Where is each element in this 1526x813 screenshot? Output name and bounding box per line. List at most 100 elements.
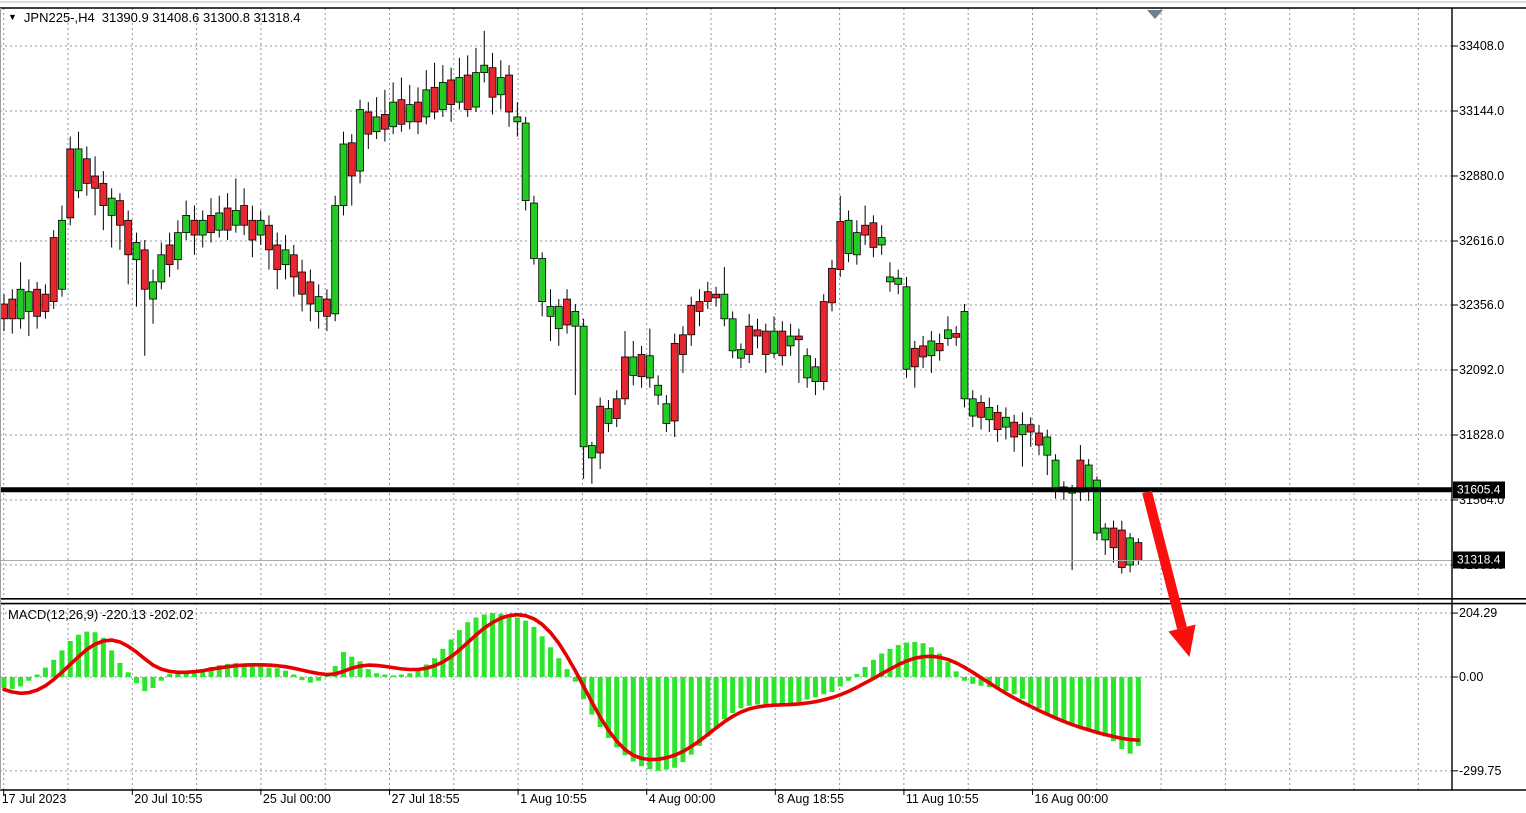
candle-bear [952, 333, 961, 338]
candle-bull [496, 77, 505, 96]
candle-bull [960, 311, 969, 400]
macd-histogram-bar [42, 667, 48, 677]
candle-bear [165, 244, 174, 266]
macd-histogram-bar [9, 677, 15, 689]
candle-bear [430, 86, 439, 113]
macd-histogram-bar [249, 665, 255, 677]
macd-histogram-bar [481, 614, 487, 677]
macd-histogram-bar [680, 677, 686, 763]
candle-bear [273, 244, 282, 270]
macd-histogram-bar [415, 670, 421, 677]
macd-histogram-bar [870, 659, 876, 677]
macd-histogram-bar [1, 677, 7, 688]
candle-bull [281, 249, 290, 266]
macd-histogram-bar [233, 662, 239, 677]
candle-bear [116, 200, 124, 226]
candle-bull [1084, 464, 1093, 491]
candle-bull [1093, 479, 1101, 534]
candle-bull [198, 219, 207, 236]
candle-bear [1134, 542, 1143, 561]
candle-bear [240, 205, 249, 226]
macd-histogram-bar [390, 675, 396, 677]
time-axis-label: 11 Aug 10:55 [905, 792, 979, 806]
macd-histogram-bar [1086, 677, 1092, 730]
macd-histogram-bar [175, 671, 181, 677]
trend-arrow-head[interactable] [1168, 624, 1196, 658]
candle-bear [8, 298, 17, 320]
macd-histogram-bar [340, 651, 346, 677]
indicator-axis-label: 204.29 [1459, 606, 1498, 621]
macd-histogram-bar [804, 677, 810, 700]
candle-bear [248, 219, 257, 241]
macd-histogram-bar [133, 677, 139, 684]
macd-histogram-bar [1077, 677, 1083, 728]
candle-bear [323, 298, 331, 317]
candle-bull [811, 366, 820, 382]
macd-histogram-bar [1003, 677, 1009, 692]
macd-histogram-bar [928, 647, 934, 677]
candle-bull [256, 219, 265, 236]
candle-bear [836, 221, 845, 270]
candle-bull [157, 254, 166, 283]
candle-bear [745, 325, 754, 355]
candle-bull [149, 281, 157, 300]
trend-arrow-shaft[interactable] [1142, 490, 1187, 630]
candle-bull [629, 356, 638, 376]
macd-signal-line [2, 612, 1141, 762]
macd-histogram-bar [1094, 677, 1100, 733]
candle-bull [24, 291, 33, 312]
candle-bear [488, 67, 497, 98]
macd-histogram-bar [614, 677, 620, 748]
candle-bear [993, 411, 1002, 430]
candle-bear [794, 335, 803, 341]
macd-histogram-bar [291, 674, 297, 677]
candle-bull [530, 202, 538, 259]
macd-histogram-bar [771, 677, 777, 704]
price-axis-label: 33144.0 [1459, 103, 1505, 118]
candle-bear [919, 345, 927, 358]
symbol-dropdown-icon[interactable]: ▼ [8, 12, 17, 22]
macd-histogram-bar [158, 677, 164, 681]
time-axis-label: 4 Aug 00:00 [648, 792, 716, 806]
chart-title: ▼ JPN225-,H4 31390.9 31408.6 31300.8 31318… [8, 10, 301, 25]
macd-histogram-bar [117, 662, 123, 677]
macd-histogram-bar [945, 661, 951, 677]
candle-bear [91, 175, 99, 189]
price-axis-label: 32092.0 [1459, 363, 1505, 377]
candle-bear [190, 219, 199, 236]
macd-histogram-bar [332, 666, 338, 677]
macd-histogram-bar [655, 677, 661, 771]
macd-histogram-bar [895, 645, 901, 677]
macd-histogram-bar [258, 666, 264, 677]
macd-histogram-bar [84, 631, 90, 677]
candle-bear [596, 405, 605, 454]
candle-bear [869, 222, 878, 248]
macd-histogram-bar [150, 677, 156, 688]
candle-bull [737, 349, 745, 359]
ohlc-quote-label: 31390.9 31408.6 31300.8 31318.4 [101, 10, 301, 25]
candle-bull [389, 101, 398, 128]
macd-histogram-bar [498, 613, 504, 677]
candle-bull [215, 212, 224, 231]
macd-histogram-bar [697, 677, 703, 746]
macd-histogram-bar [937, 653, 943, 677]
macd-histogram-bar [572, 677, 578, 682]
candle-bull [1001, 416, 1010, 428]
candle-bull [728, 318, 737, 352]
macd-histogram-bar [456, 630, 462, 677]
candle-bull [356, 109, 364, 172]
candle-bull [472, 72, 480, 108]
candle-bull [1051, 459, 1060, 491]
macd-histogram-bar [1044, 677, 1050, 713]
macd-histogram-bar [1069, 677, 1075, 725]
candle-bull [662, 403, 671, 424]
macd-histogram-bar [398, 674, 404, 677]
macd-histogram-bar [854, 673, 860, 677]
candle-bull [927, 340, 936, 357]
macd-histogram-bar [506, 615, 512, 677]
macd-histogram-bar [1011, 677, 1017, 695]
candle-bear [364, 111, 373, 135]
macd-histogram-bar [183, 672, 189, 677]
candle-bull [16, 288, 25, 320]
